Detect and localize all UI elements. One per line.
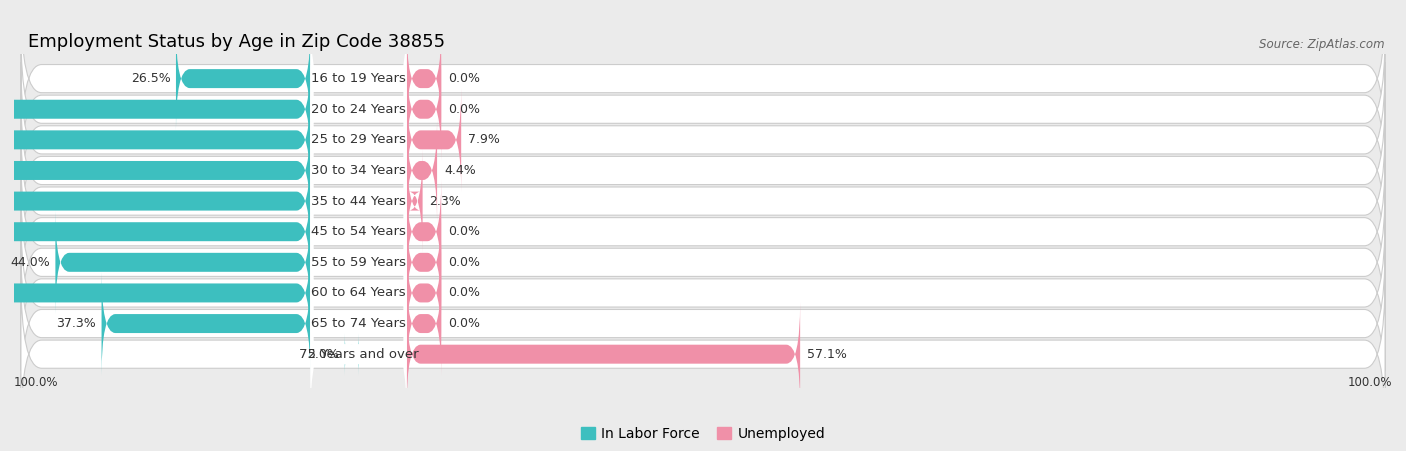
FancyBboxPatch shape <box>406 27 441 130</box>
FancyBboxPatch shape <box>101 272 311 375</box>
FancyBboxPatch shape <box>21 123 1385 279</box>
FancyBboxPatch shape <box>406 57 441 161</box>
Text: 25 to 29 Years: 25 to 29 Years <box>311 133 406 147</box>
FancyBboxPatch shape <box>21 93 1385 248</box>
Text: 0.0%: 0.0% <box>449 256 479 269</box>
Text: 0.0%: 0.0% <box>449 286 479 299</box>
Text: 75 Years and over: 75 Years and over <box>298 348 419 361</box>
Text: 7.9%: 7.9% <box>468 133 501 147</box>
FancyBboxPatch shape <box>406 272 441 375</box>
FancyBboxPatch shape <box>55 211 311 314</box>
Text: 0.0%: 0.0% <box>449 72 479 85</box>
FancyBboxPatch shape <box>0 241 311 345</box>
FancyBboxPatch shape <box>176 27 311 130</box>
FancyBboxPatch shape <box>21 276 1385 432</box>
Text: 65 to 74 Years: 65 to 74 Years <box>311 317 406 330</box>
Text: 0.0%: 0.0% <box>449 317 479 330</box>
Text: 37.3%: 37.3% <box>56 317 96 330</box>
FancyBboxPatch shape <box>21 215 1385 371</box>
Text: 0.0%: 0.0% <box>449 103 479 116</box>
Text: 0.0%: 0.0% <box>449 225 479 238</box>
FancyBboxPatch shape <box>311 135 406 267</box>
FancyBboxPatch shape <box>21 32 1385 187</box>
Text: 16 to 19 Years: 16 to 19 Years <box>311 72 406 85</box>
FancyBboxPatch shape <box>0 180 311 283</box>
FancyBboxPatch shape <box>311 104 406 237</box>
Text: 30 to 34 Years: 30 to 34 Years <box>311 164 406 177</box>
Text: 100.0%: 100.0% <box>1347 376 1392 389</box>
Text: Employment Status by Age in Zip Code 38855: Employment Status by Age in Zip Code 388… <box>28 33 444 51</box>
Text: 45 to 54 Years: 45 to 54 Years <box>311 225 406 238</box>
FancyBboxPatch shape <box>311 226 406 359</box>
Text: 20 to 24 Years: 20 to 24 Years <box>311 103 406 116</box>
FancyBboxPatch shape <box>21 62 1385 218</box>
FancyBboxPatch shape <box>0 119 311 222</box>
Text: 60 to 64 Years: 60 to 64 Years <box>311 286 406 299</box>
FancyBboxPatch shape <box>21 246 1385 401</box>
FancyBboxPatch shape <box>311 165 406 298</box>
Text: Source: ZipAtlas.com: Source: ZipAtlas.com <box>1260 38 1385 51</box>
FancyBboxPatch shape <box>0 88 311 192</box>
FancyBboxPatch shape <box>21 184 1385 340</box>
Legend: In Labor Force, Unemployed: In Labor Force, Unemployed <box>581 427 825 441</box>
Text: 100.0%: 100.0% <box>14 376 59 389</box>
FancyBboxPatch shape <box>406 88 461 192</box>
FancyBboxPatch shape <box>0 57 311 161</box>
FancyBboxPatch shape <box>311 43 406 176</box>
FancyBboxPatch shape <box>0 149 311 253</box>
FancyBboxPatch shape <box>406 149 423 253</box>
FancyBboxPatch shape <box>406 303 800 406</box>
FancyBboxPatch shape <box>406 241 441 345</box>
FancyBboxPatch shape <box>406 180 441 283</box>
FancyBboxPatch shape <box>311 12 406 145</box>
FancyBboxPatch shape <box>311 288 406 421</box>
Text: 55 to 59 Years: 55 to 59 Years <box>311 256 406 269</box>
FancyBboxPatch shape <box>344 333 359 375</box>
Text: 44.0%: 44.0% <box>10 256 49 269</box>
FancyBboxPatch shape <box>21 154 1385 309</box>
Text: 35 to 44 Years: 35 to 44 Years <box>311 194 406 207</box>
Text: 57.1%: 57.1% <box>807 348 846 361</box>
FancyBboxPatch shape <box>311 196 406 329</box>
Text: 4.4%: 4.4% <box>444 164 475 177</box>
FancyBboxPatch shape <box>311 74 406 206</box>
FancyBboxPatch shape <box>406 211 441 314</box>
FancyBboxPatch shape <box>311 257 406 390</box>
Text: 26.5%: 26.5% <box>131 72 170 85</box>
Text: 2.3%: 2.3% <box>429 194 461 207</box>
Text: 2.0%: 2.0% <box>308 348 339 361</box>
FancyBboxPatch shape <box>406 119 437 222</box>
FancyBboxPatch shape <box>21 1 1385 156</box>
